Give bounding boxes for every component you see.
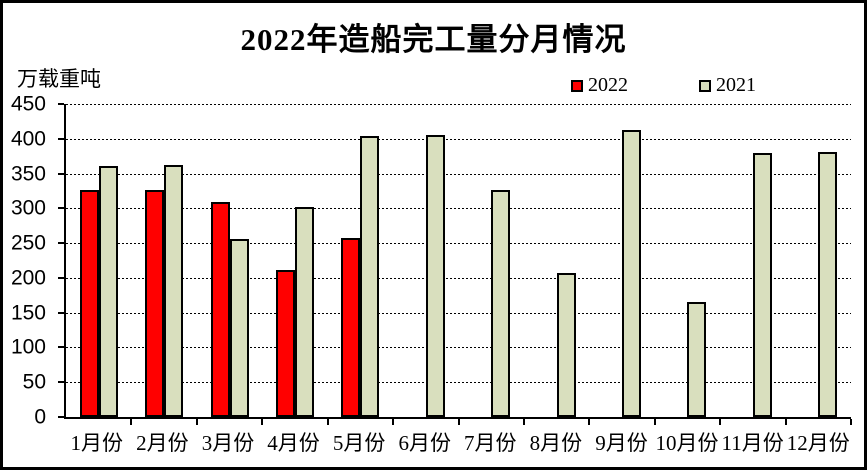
bar-2021-8月份: [556, 273, 576, 417]
x-axis-category-label: 1月份: [70, 431, 124, 455]
legend-marker-2021: [699, 79, 711, 92]
bar-2021-10月份: [687, 301, 707, 417]
x-axis-tick: [195, 419, 198, 425]
y-axis-tick: [58, 242, 64, 245]
x-axis-tick: [653, 419, 656, 425]
plot-area: [58, 103, 852, 425]
y-axis-tick-label: 400: [10, 127, 46, 151]
gridline-300: [66, 208, 851, 210]
bar-2022-5月份: [341, 238, 361, 417]
gridline-450: [66, 104, 851, 105]
x-axis-category-label: 12月份: [786, 431, 850, 455]
bar-2021-9月份: [622, 130, 642, 417]
bar-2021-11月份: [752, 152, 772, 417]
y-axis-tick: [58, 137, 64, 140]
x-axis-labels: 1月份 2月份 3月份 4月份 5月份 6月份 7月份 8月份 9月份 10月份 11月份 12月份: [64, 424, 851, 458]
x-axis-category-label: 9月份: [595, 431, 648, 455]
legend-item-2022: 2022: [571, 74, 628, 97]
y-axis-tick-label: 200: [10, 266, 46, 290]
x-axis-tick: [130, 419, 133, 425]
x-axis-tick: [261, 419, 264, 425]
gridline-200: [66, 277, 851, 279]
y-axis-tick-label: 300: [10, 196, 46, 220]
x-axis-tick: [784, 419, 787, 425]
x-axis-category-label: 7月份: [464, 431, 517, 455]
y-axis-tick: [58, 381, 64, 384]
y-axis-tick-label: 350: [10, 162, 46, 186]
x-axis-tick: [522, 419, 525, 425]
gridline-250: [66, 243, 851, 245]
y-axis-tick: [58, 103, 64, 105]
y-axis-tick-label: 250: [10, 231, 46, 255]
y-axis-tick-label: 100: [10, 335, 46, 359]
x-axis-tick: [719, 419, 722, 425]
y-axis-tick: [58, 207, 64, 210]
y-axis-tick-label: 150: [10, 301, 46, 325]
gridline-350: [66, 173, 851, 175]
x-axis-category-label: 2月份: [136, 431, 189, 455]
legend-label-2021: 2021: [716, 74, 756, 96]
bar-2021-12月份: [818, 152, 838, 417]
gridline-100: [66, 347, 851, 349]
bar-2021-3月份: [229, 238, 249, 417]
x-axis-tick: [457, 419, 460, 425]
y-axis-unit-label: 万载重吨: [17, 68, 101, 91]
gridline-150: [66, 312, 851, 314]
legend-item-2021: 2021: [699, 74, 756, 97]
y-axis-tick: [58, 276, 64, 279]
x-axis-category-label: 6月份: [398, 431, 451, 455]
x-axis-category-label: 8月份: [529, 431, 583, 455]
x-axis-tick: [326, 419, 329, 425]
legend-marker-2022: [571, 79, 583, 92]
bar-2021-5月份: [360, 136, 380, 417]
x-axis-category-label: 5月份: [332, 431, 386, 455]
gridline-50: [66, 382, 851, 384]
bar-2021-1月份: [98, 165, 118, 417]
bar-2021-6月份: [425, 135, 445, 417]
x-axis-tick: [588, 419, 591, 425]
bar-2021-2月份: [164, 165, 184, 417]
bar-2022-1月份: [79, 190, 99, 417]
bar-2022-4月份: [275, 270, 295, 417]
y-axis-tick: [58, 416, 64, 418]
y-axis-tick-label: 0: [34, 405, 46, 429]
x-axis-category-label: 10月份: [655, 431, 719, 455]
x-axis-category-label: 4月份: [267, 431, 320, 455]
x-axis-category-label: 3月份: [201, 431, 255, 455]
bar-2021-7月份: [491, 190, 511, 417]
y-axis-labels: 450 400 350 300 250 200 150 100 50 0: [3, 94, 55, 428]
x-axis-category-label: 11月份: [721, 431, 784, 455]
bar-2022-2月份: [145, 189, 165, 417]
y-axis-tick: [58, 346, 64, 349]
gridline-400: [66, 138, 851, 140]
x-axis-tick: [392, 419, 395, 425]
bar-2022-3月份: [210, 202, 230, 417]
y-axis-tick-label: 450: [10, 92, 46, 116]
bar-2021-4月份: [294, 206, 314, 417]
chart-title: 2022年造船完工量分月情况: [240, 22, 627, 57]
legend-label-2022: 2022: [588, 74, 628, 96]
y-axis-tick: [58, 311, 64, 314]
y-axis-tick: [58, 172, 64, 175]
x-axis-tick: [850, 419, 852, 425]
y-axis-tick-label: 50: [22, 370, 46, 394]
